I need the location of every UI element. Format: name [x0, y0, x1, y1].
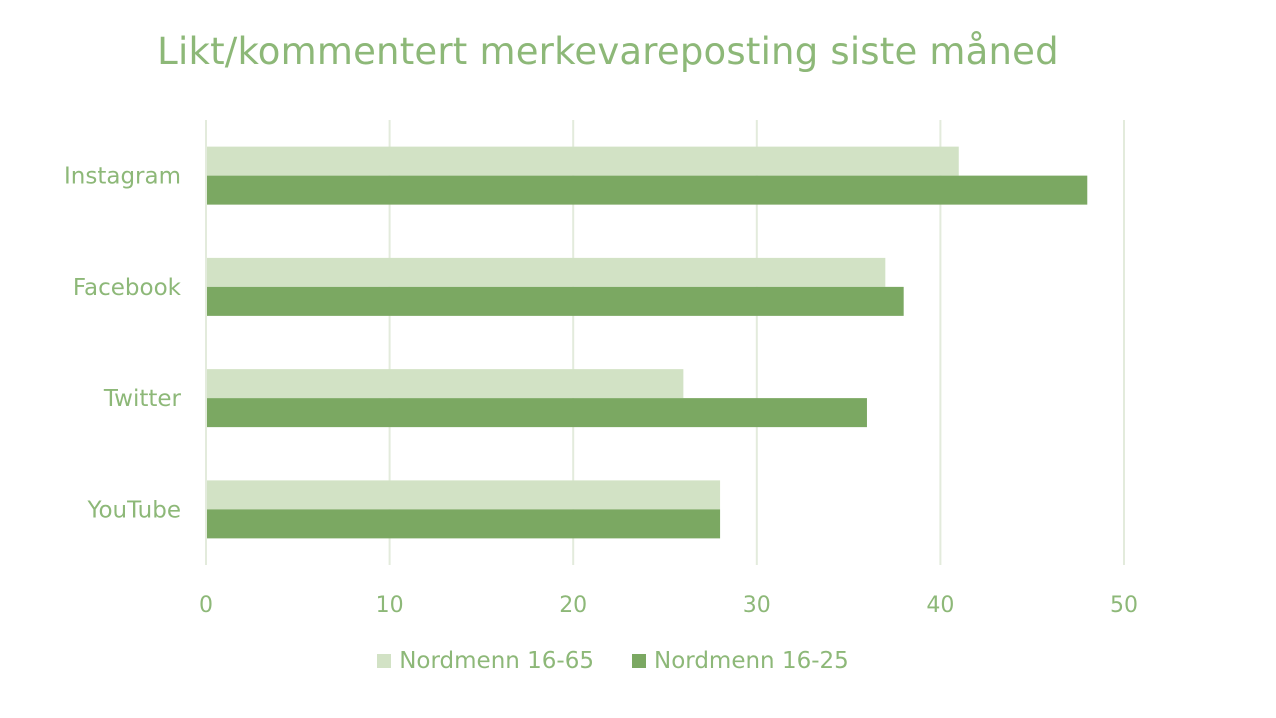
- legend-label-series-2: Nordmenn 16-25: [654, 648, 849, 674]
- category-label: Facebook: [73, 275, 182, 301]
- bar-youtube-series-2: [207, 509, 721, 539]
- bar-facebook-series-1: [207, 257, 886, 287]
- legend: Nordmenn 16-65 Nordmenn 16-25: [0, 648, 1226, 674]
- bar-chart: Instagram Facebook Twitter YouTube 0 10 20 30 4…: [64, 120, 1138, 618]
- category-label: YouTube: [86, 497, 181, 523]
- bar-instagram-series-2: [207, 175, 1088, 205]
- chart-title: Likt/kommentert merkevareposting siste m…: [157, 30, 1059, 73]
- x-tick-label: 0: [199, 593, 213, 618]
- bars: [207, 146, 1088, 539]
- bar-twitter-series-2: [207, 398, 867, 428]
- x-tick-label: 50: [1110, 593, 1138, 618]
- bar-facebook-series-2: [207, 286, 904, 316]
- bar-twitter-series-1: [207, 369, 684, 399]
- x-tick-label: 30: [743, 593, 771, 618]
- legend-item-series-2: Nordmenn 16-25: [632, 648, 849, 674]
- bar-instagram-series-1: [207, 146, 959, 176]
- category-labels: Instagram Facebook Twitter YouTube: [64, 164, 182, 524]
- bar-youtube-series-1: [207, 480, 721, 510]
- x-tick-label: 10: [376, 593, 404, 618]
- legend-label-series-1: Nordmenn 16-65: [399, 648, 594, 674]
- legend-swatch-series-1: [377, 654, 392, 668]
- x-tick-label: 40: [926, 593, 954, 618]
- x-tick-label: 20: [559, 593, 587, 618]
- x-tick-labels: 0 10 20 30 40 50: [199, 593, 1138, 618]
- category-label: Twitter: [103, 386, 182, 412]
- legend-swatch-series-2: [632, 654, 646, 668]
- legend-item-series-1: Nordmenn 16-65: [377, 648, 594, 674]
- category-label: Instagram: [64, 164, 181, 190]
